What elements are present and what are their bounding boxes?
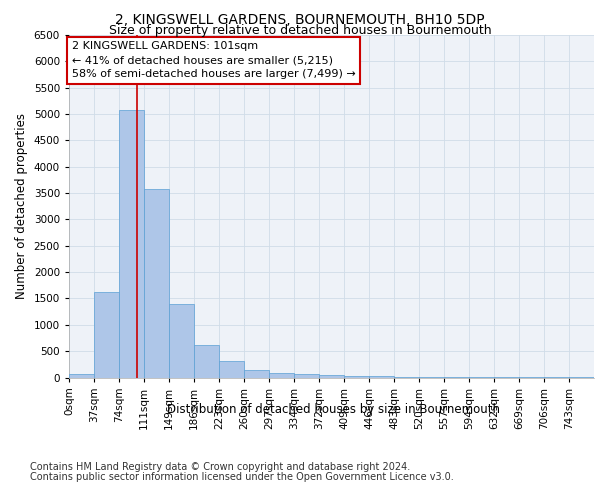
Bar [244, 370, 269, 378]
Bar [69, 374, 94, 378]
Text: Distribution of detached houses by size in Bournemouth: Distribution of detached houses by size … [167, 402, 500, 415]
Text: 2 KINGSWELL GARDENS: 101sqm
← 41% of detached houses are smaller (5,215)
58% of : 2 KINGSWELL GARDENS: 101sqm ← 41% of det… [71, 42, 355, 80]
Bar [169, 304, 194, 378]
Bar [94, 292, 119, 378]
Text: 2, KINGSWELL GARDENS, BOURNEMOUTH, BH10 5DP: 2, KINGSWELL GARDENS, BOURNEMOUTH, BH10 … [115, 12, 485, 26]
Bar [419, 377, 444, 378]
Bar [269, 373, 294, 378]
Text: Contains HM Land Registry data © Crown copyright and database right 2024.: Contains HM Land Registry data © Crown c… [30, 462, 410, 472]
Bar [194, 345, 219, 378]
Text: Size of property relative to detached houses in Bournemouth: Size of property relative to detached ho… [109, 24, 491, 37]
Bar [369, 376, 394, 378]
Bar [144, 189, 169, 378]
Bar [319, 375, 344, 378]
Bar [294, 374, 319, 378]
Bar [344, 376, 369, 378]
Text: Contains public sector information licensed under the Open Government Licence v3: Contains public sector information licen… [30, 472, 454, 482]
Bar [119, 110, 144, 378]
Bar [394, 376, 419, 378]
Y-axis label: Number of detached properties: Number of detached properties [15, 114, 28, 299]
Bar [219, 361, 244, 378]
